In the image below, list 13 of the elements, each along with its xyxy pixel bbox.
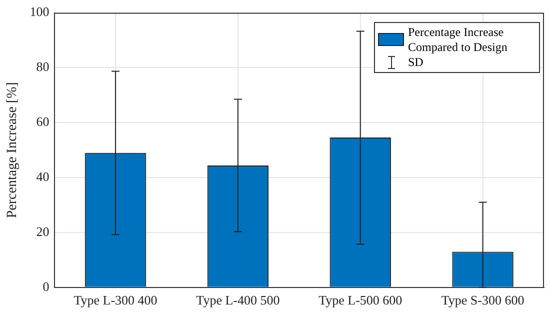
y-tick-label: 20 [36, 224, 50, 239]
y-tick-label: 40 [36, 168, 50, 184]
x-tick-label: Type L-400 500 [196, 292, 280, 308]
x-tick-label: Type L-500 600 [318, 292, 402, 308]
annotation: SD [408, 54, 424, 70]
y-tick-label: 80 [36, 59, 50, 74]
y-axis-title: Percentage Increase [%] [5, 82, 20, 218]
y-tick-label: 100 [30, 4, 50, 20]
y-tick-label: 0 [42, 278, 50, 294]
x-tick-label: Type S-300 600 [441, 292, 524, 308]
legend-label: Percentage Increase Compared to Design [408, 24, 508, 55]
x-tick-label: Type L-300 400 [74, 292, 158, 308]
y-tick-label: 60 [36, 114, 50, 130]
